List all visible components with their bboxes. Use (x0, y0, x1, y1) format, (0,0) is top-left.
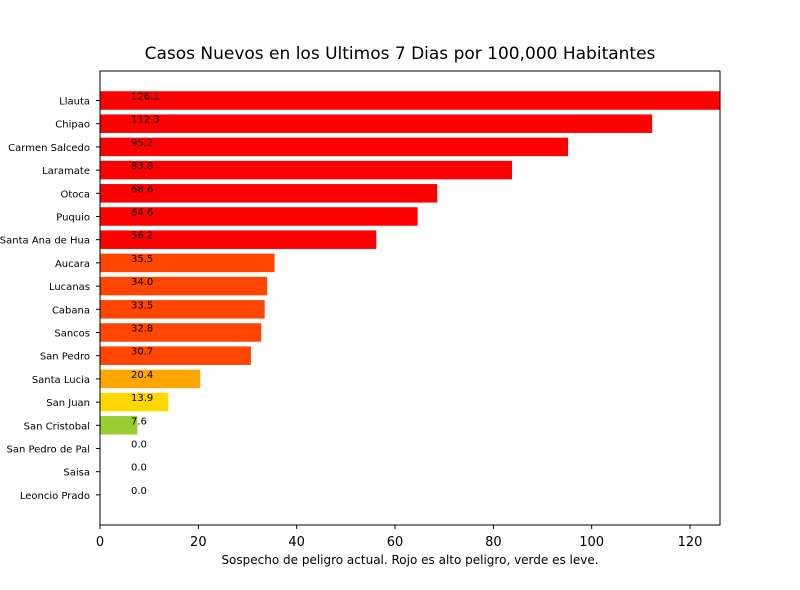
y-axis: Llauta Chipao Carmen Salcedo Laramate Otoca P… (0, 97, 100, 502)
y-tick-label: San Pedro (40, 352, 90, 363)
bar (100, 300, 265, 319)
y-tick-label: Leoncio Prado (20, 491, 90, 502)
data-label: 64.6 (131, 208, 153, 219)
y-tick-label: Puquio (56, 213, 90, 224)
data-label: 95.2 (131, 138, 153, 149)
bar (100, 137, 569, 157)
x-tick-label: 40 (288, 535, 305, 550)
y-tick-label: San Pedro de Pal (6, 445, 90, 456)
data-label: 56.2 (131, 231, 153, 242)
data-label: 13.9 (131, 393, 153, 404)
x-tick-label: 0 (96, 535, 104, 550)
data-label: 0.0 (131, 486, 147, 497)
y-tick-label: San Juan (46, 398, 90, 409)
bar (100, 160, 513, 180)
data-label: 112.3 (131, 115, 160, 126)
bars-group (100, 91, 720, 435)
y-tick-label: Aucara (55, 259, 90, 270)
data-label: 33.5 (131, 300, 153, 311)
bar (100, 346, 251, 365)
x-tick-label: 80 (485, 535, 502, 550)
y-tick-label: Lucanas (49, 282, 90, 293)
bar (100, 416, 138, 435)
y-tick-label: Carmen Salcedo (8, 143, 90, 154)
bar (100, 392, 169, 412)
y-tick-label: Cabana (52, 305, 90, 316)
bar (100, 91, 720, 110)
y-tick-label: San Cristobal (24, 421, 90, 432)
data-label: 68.6 (131, 184, 153, 195)
x-axis-label: Sospecho de peligro actual. Rojo es alto… (221, 553, 598, 567)
x-tick-label: 20 (190, 535, 207, 550)
x-axis: 0 20 40 60 80 100 120 (96, 525, 703, 550)
plot-frame (99, 70, 721, 526)
bar (100, 323, 262, 342)
y-tick-label: Otoca (60, 189, 90, 200)
data-label: 0.0 (131, 440, 147, 451)
data-label: 30.7 (131, 347, 153, 358)
bar (100, 207, 418, 226)
y-tick-label: Laramate (42, 166, 90, 177)
x-tick-label: 100 (579, 535, 604, 550)
bar (100, 276, 268, 296)
bar (100, 253, 275, 273)
data-label: 7.6 (131, 416, 147, 427)
data-label: 32.8 (131, 324, 153, 335)
y-tick-label: Santa Ana de Hua (0, 236, 90, 247)
data-label: 126.1 (131, 92, 160, 103)
data-label: 83.8 (131, 161, 153, 172)
bar (100, 184, 438, 203)
chart-title: Casos Nuevos en los Ultimos 7 Dias por 1… (145, 44, 656, 64)
bar (100, 114, 653, 133)
y-tick-label: Llauta (59, 97, 90, 108)
y-tick-label: Sancos (54, 329, 90, 340)
y-tick-label: Santa Lucia (32, 375, 90, 386)
y-tick-label: Saisa (63, 468, 90, 479)
data-label: 34.0 (131, 277, 153, 288)
bar (100, 369, 201, 389)
data-label: 35.5 (131, 254, 153, 265)
bar (100, 230, 377, 249)
x-tick-label: 120 (678, 535, 703, 550)
data-label: 0.0 (131, 463, 147, 474)
y-tick-label: Chipao (55, 120, 90, 131)
data-labels-group: 126.1 112.3 95.2 83.8 68.6 64.6 56.2 35.5 34.0 33… (131, 92, 160, 497)
data-label: 20.4 (131, 370, 153, 381)
x-tick-label: 60 (387, 535, 404, 550)
